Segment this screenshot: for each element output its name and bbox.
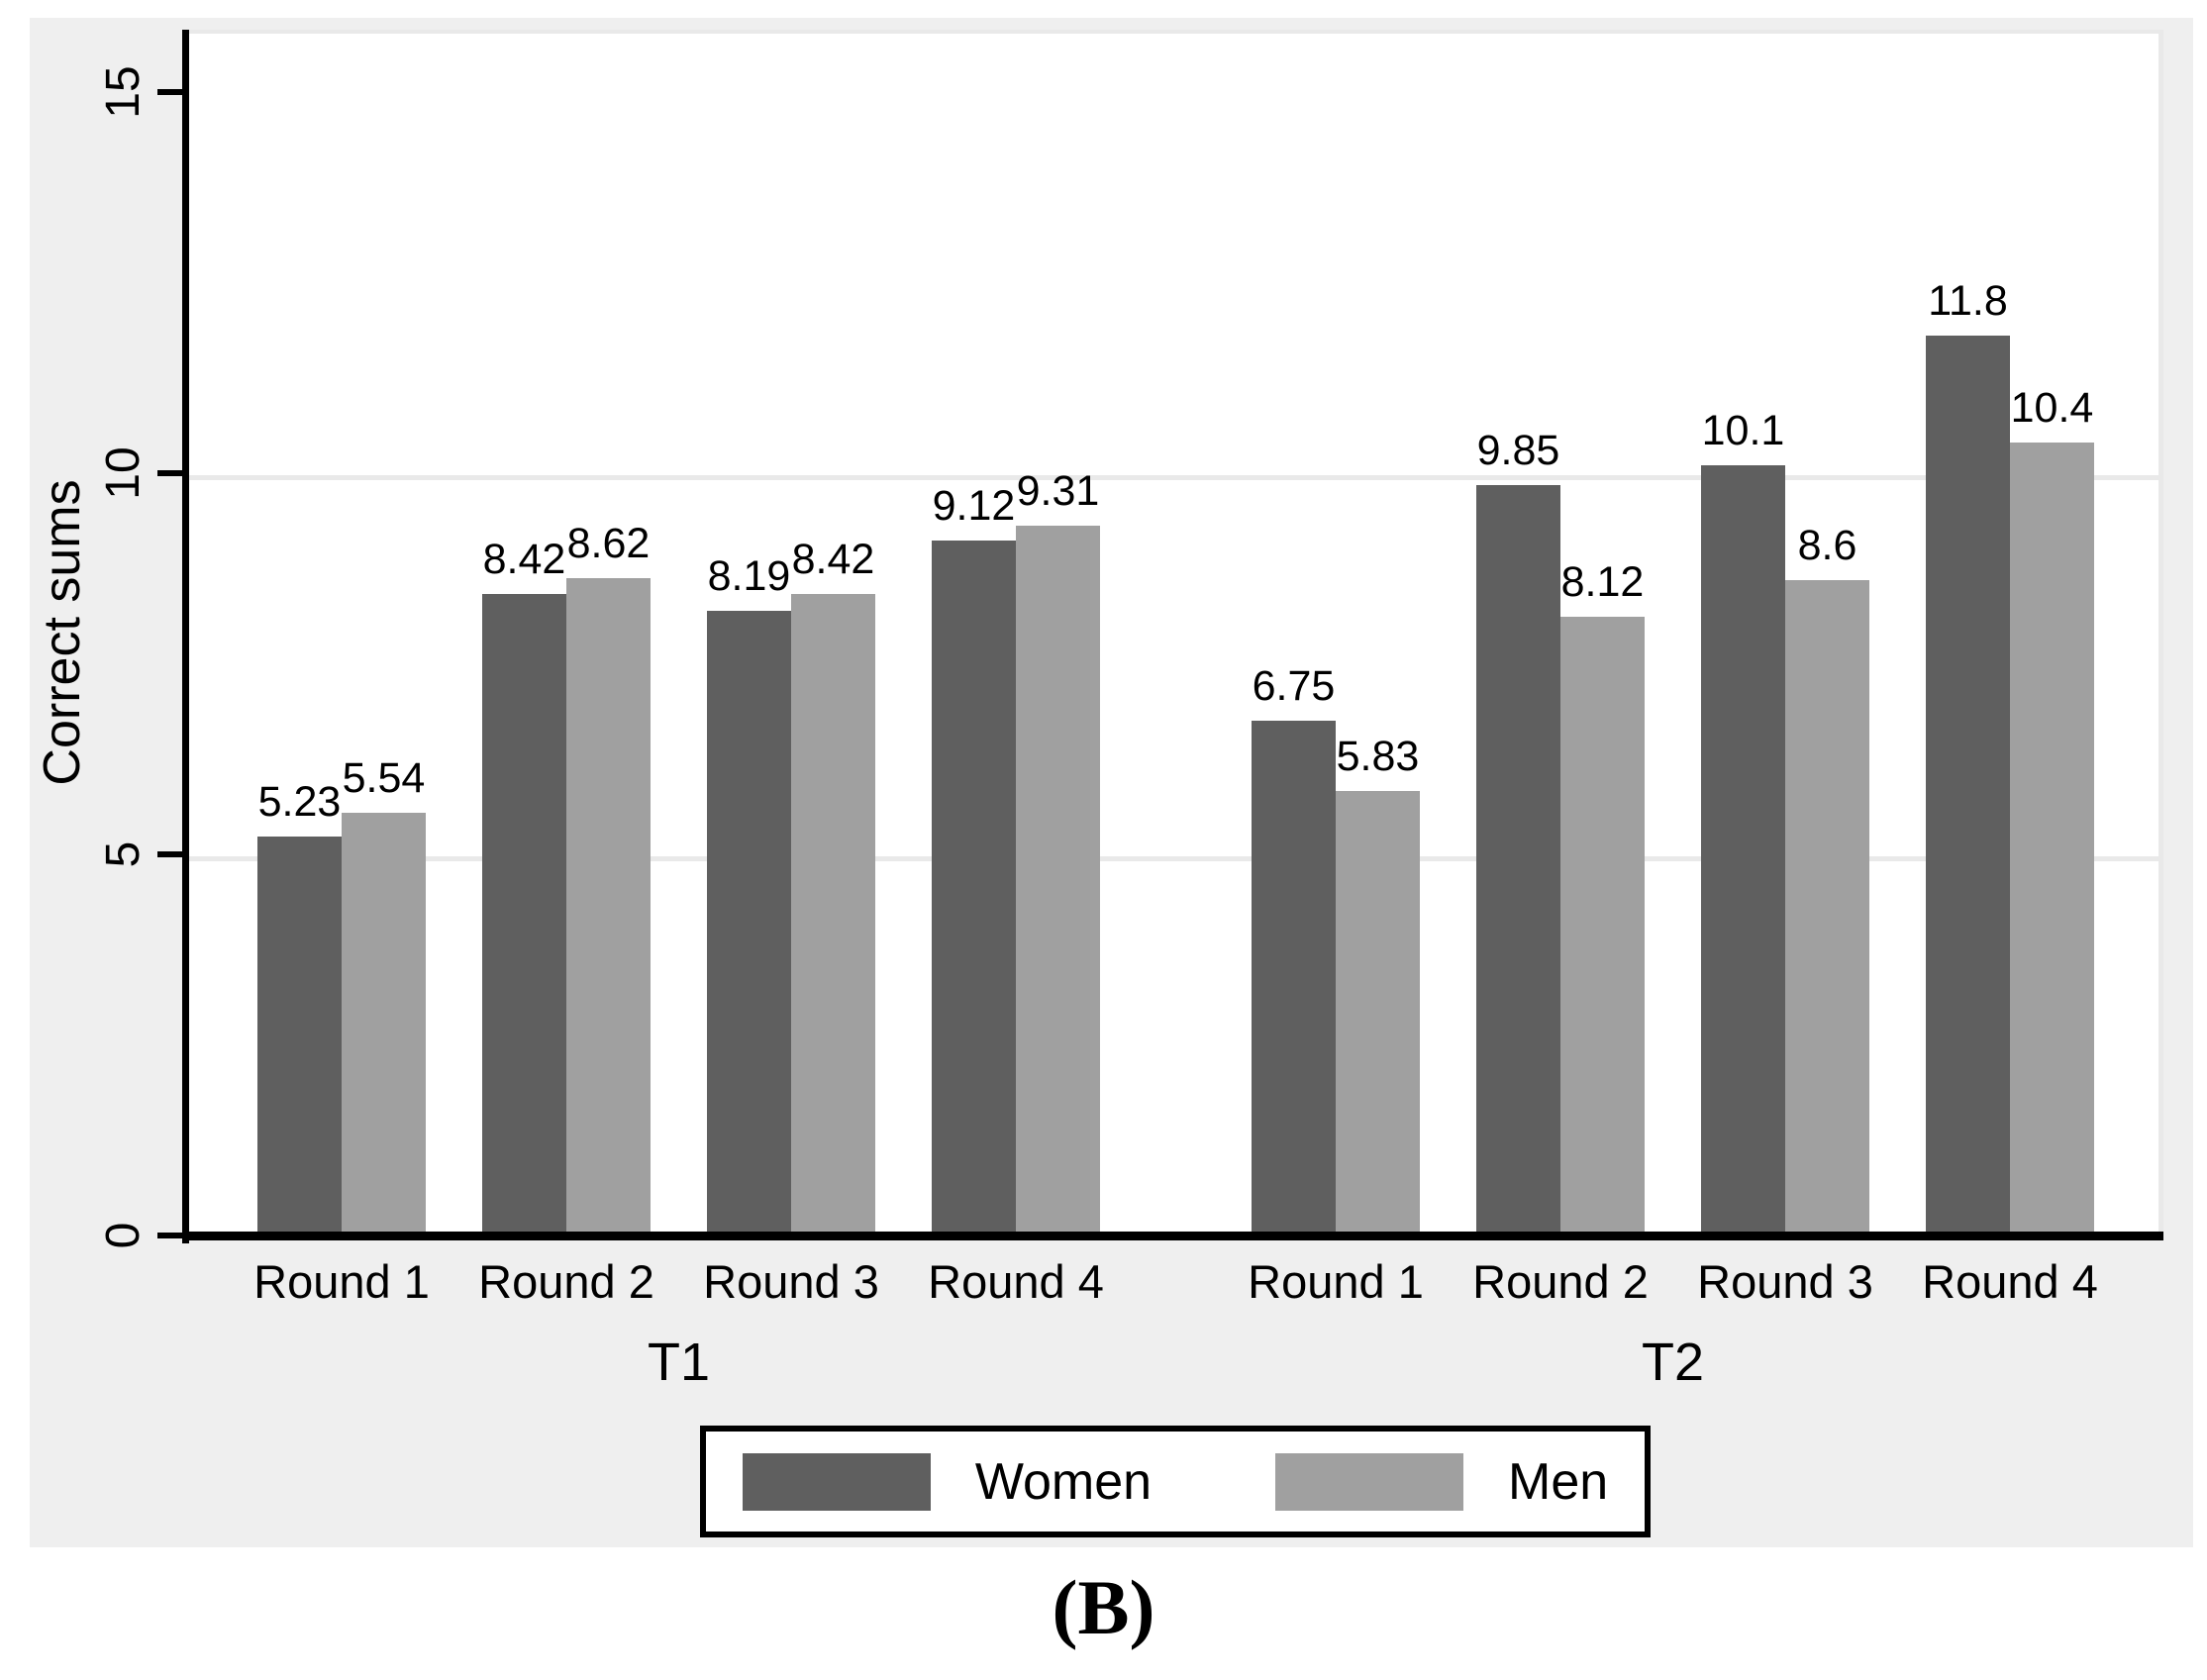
bar-women-t2-round-1 [1252, 721, 1336, 1235]
legend-entry-men: Men [1275, 1452, 1608, 1512]
bar-value-label-men-t2-round-3: 8.6 [1797, 522, 1857, 569]
bar-men-t1-round-3 [791, 594, 875, 1235]
bar-value-label-women-t2-round-3: 10.1 [1701, 407, 1785, 454]
group-label-t2: T2 [1641, 1333, 1705, 1392]
legend-label-men: Men [1508, 1452, 1609, 1511]
y-axis-title: Correct sums [34, 479, 91, 786]
x-category-label-t2-round-2: Round 2 [1472, 1255, 1649, 1308]
y-tick-0 [157, 1233, 182, 1238]
bar-value-label-women-t1-round-1: 5.23 [257, 778, 342, 826]
bar-men-t2-round-2 [1560, 617, 1645, 1235]
bar-men-t2-round-3 [1785, 580, 1869, 1235]
bar-value-label-women-t2-round-2: 9.85 [1476, 427, 1560, 474]
bar-value-label-women-t2-round-1: 6.75 [1252, 662, 1336, 710]
bar-men-t1-round-4 [1016, 526, 1100, 1235]
figure-caption: (B) [1052, 1564, 1155, 1650]
bar-women-t1-round-1 [257, 837, 342, 1235]
y-tick-10 [157, 470, 182, 476]
y-tick-5 [157, 851, 182, 857]
legend-label-women: Women [974, 1452, 1153, 1511]
bar-value-label-men-t1-round-1: 5.54 [342, 754, 426, 802]
bar-value-label-women-t1-round-4: 9.12 [932, 482, 1016, 530]
legend-swatch-men [1275, 1452, 1464, 1511]
bar-value-label-men-t1-round-2: 8.62 [566, 520, 651, 567]
legend-entry-women: Women [742, 1452, 1153, 1512]
x-category-label-t1-round-1: Round 1 [253, 1255, 430, 1308]
bar-women-t1-round-4 [932, 541, 1016, 1235]
x-category-label-t1-round-4: Round 4 [928, 1255, 1104, 1308]
bar-value-label-men-t2-round-2: 8.12 [1560, 558, 1645, 606]
gridline-y-10 [188, 475, 2158, 480]
bar-women-t2-round-4 [1926, 336, 2010, 1235]
bar-value-label-women-t1-round-3: 8.19 [707, 552, 791, 600]
plot-area: 5.23 5.54 8.42 8.62 8.19 8.42 9.12 9.31 6.75 5.83… [188, 30, 2163, 1235]
bar-men-t2-round-4 [2010, 443, 2094, 1235]
bar-value-label-men-t2-round-4: 10.4 [2010, 384, 2094, 432]
bar-value-label-men-t1-round-4: 9.31 [1016, 467, 1100, 515]
y-tick-label-5: 5 [97, 840, 150, 868]
bar-value-label-women-t1-round-2: 8.42 [482, 536, 566, 583]
bar-women-t1-round-2 [482, 594, 566, 1235]
bar-women-t2-round-3 [1701, 465, 1785, 1235]
x-category-label-t2-round-1: Round 1 [1248, 1255, 1424, 1308]
x-category-label-t2-round-4: Round 4 [1922, 1255, 2098, 1308]
y-tick-label-10: 10 [97, 446, 150, 500]
legend-swatch-women [742, 1452, 931, 1511]
bar-women-t1-round-3 [707, 611, 791, 1235]
y-tick-15 [157, 89, 182, 95]
bar-value-label-women-t2-round-4: 11.8 [1928, 277, 2008, 325]
bar-value-label-men-t1-round-3: 8.42 [791, 536, 875, 583]
bar-women-t2-round-2 [1476, 485, 1560, 1235]
x-category-label-t2-round-3: Round 3 [1697, 1255, 1873, 1308]
gridline-y-5 [188, 856, 2158, 861]
y-axis-line [182, 30, 189, 1243]
x-category-label-t1-round-2: Round 2 [478, 1255, 654, 1308]
bar-men-t2-round-1 [1336, 791, 1420, 1235]
y-tick-label-0: 0 [97, 1222, 150, 1249]
bar-value-label-men-t2-round-1: 5.83 [1336, 733, 1420, 780]
bar-men-t1-round-2 [566, 578, 651, 1235]
x-axis-line [182, 1232, 2163, 1240]
bar-men-t1-round-1 [342, 813, 426, 1235]
legend: Women Men [700, 1426, 1651, 1537]
y-tick-label-15: 15 [97, 65, 150, 119]
x-category-label-t1-round-3: Round 3 [703, 1255, 879, 1308]
group-label-t1: T1 [647, 1333, 711, 1392]
